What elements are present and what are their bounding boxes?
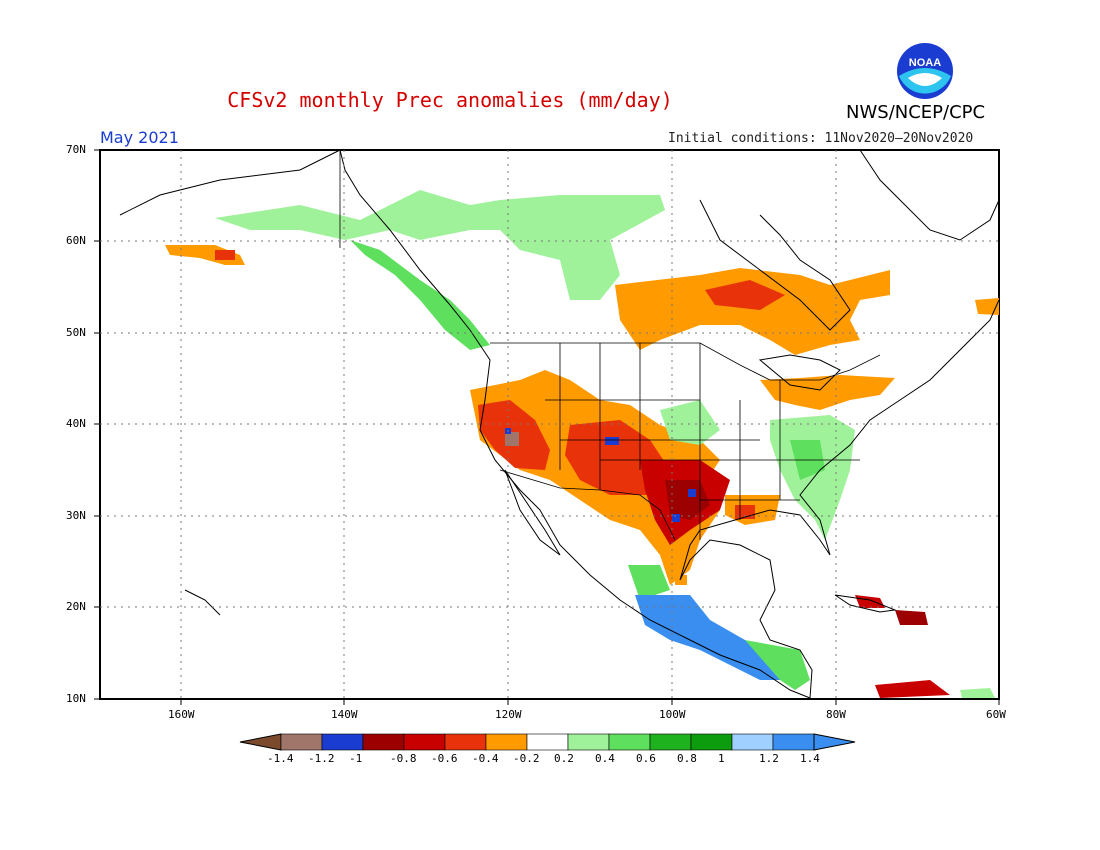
legend-tick-label: 0.4 <box>595 752 615 765</box>
gridlines <box>100 150 999 699</box>
lat-label-50n: 50N <box>66 326 86 339</box>
anomaly-patches <box>165 190 999 698</box>
mexico-west-wet <box>628 565 670 600</box>
legend-tick-label: -0.4 <box>472 752 499 765</box>
legend-swatch <box>485 733 528 751</box>
baja-outline <box>504 469 561 556</box>
bc-coast-wet <box>350 240 490 350</box>
legend-arrow-left <box>239 733 282 751</box>
lat-label-40n: 40N <box>66 417 86 430</box>
legend-tick-label: 0.8 <box>677 752 697 765</box>
legend-tick-label: -0.8 <box>390 752 417 765</box>
initial-conditions: Initial conditions: 11Nov2020—20Nov2020 <box>668 131 974 146</box>
lat-label-30n: 30N <box>66 509 86 522</box>
legend-tick-label: -0.6 <box>431 752 458 765</box>
legend-tick-label: -0.2 <box>513 752 540 765</box>
legend-swatch <box>731 733 774 751</box>
legend-swatches <box>239 733 856 751</box>
us-state-lines <box>545 343 860 540</box>
cuba-outline <box>834 594 897 613</box>
map-title: CFSv2 monthly Prec anomalies (mm/day) <box>227 88 673 112</box>
legend-tick-label: 1.2 <box>759 752 779 765</box>
legend-swatch <box>280 733 323 751</box>
great-lakes <box>758 354 841 391</box>
mexico-wet-region <box>635 595 790 680</box>
noaa-logo-text: NOAA <box>909 57 941 69</box>
texas-blue-speck-1 <box>688 489 696 497</box>
legend-tick-label: 1.4 <box>800 752 820 765</box>
legend-swatch <box>526 733 569 751</box>
hispaniola-dry <box>895 610 928 625</box>
legend-swatch <box>608 733 651 751</box>
venezuela-dry <box>875 680 950 698</box>
southeast-wet-region <box>770 415 855 540</box>
coastlines <box>119 149 1000 699</box>
ca-brown-speck <box>505 432 519 446</box>
lat-label-10n: 10N <box>66 692 86 705</box>
lon-label-100w: 100W <box>659 708 686 721</box>
central-america-wet <box>745 640 810 690</box>
legend-swatch <box>772 733 815 751</box>
texas-blue-speck-2 <box>672 514 680 522</box>
north-america-coast <box>119 149 1000 699</box>
lon-label-80w: 80W <box>826 708 846 721</box>
hudson-bay <box>699 199 851 331</box>
forecast-period: May 2021 <box>100 128 179 147</box>
legend-swatch <box>444 733 487 751</box>
canada-wet-region <box>215 190 665 300</box>
lat-label-70n: 70N <box>66 143 86 156</box>
legend-swatch <box>321 733 364 751</box>
nova-scotia-dry <box>975 298 999 315</box>
utah-blue-speck <box>605 437 619 445</box>
lesser-antilles-wet <box>960 688 995 698</box>
lon-label-140w: 140W <box>331 708 358 721</box>
legend-tick-label: -1.2 <box>308 752 335 765</box>
legend-swatch <box>649 733 692 751</box>
lat-label-20n: 20N <box>66 600 86 613</box>
legend-tick-label: 0.2 <box>554 752 574 765</box>
legend-tick-label: -1 <box>349 752 363 765</box>
legend-tick-label: 0.6 <box>636 752 656 765</box>
lon-label-160w: 160W <box>168 708 195 721</box>
lon-label-60w: 60W <box>986 708 1006 721</box>
lon-label-120w: 120W <box>495 708 522 721</box>
alaska-dry-core <box>215 250 235 260</box>
hawaii <box>184 589 221 616</box>
legend-arrow-right <box>813 733 856 751</box>
central-canada-dry-core <box>705 280 785 310</box>
cuba-dry <box>855 595 885 608</box>
legend-tick-label: 1 <box>718 752 725 765</box>
noaa-logo: NOAA <box>897 43 953 99</box>
mexico-dry-speck <box>675 575 687 585</box>
plains-wet <box>660 400 720 445</box>
great-lakes-dry <box>760 375 895 410</box>
greenland-edge <box>859 149 1000 241</box>
us-canada-border <box>490 342 881 381</box>
tick-marks <box>94 149 1000 705</box>
agency-label: NWS/NCEP/CPC <box>846 102 986 123</box>
legend-swatch <box>690 733 733 751</box>
lat-label-60n: 60N <box>66 234 86 247</box>
borders <box>339 150 881 541</box>
legend-tick-label: -1.4 <box>267 752 294 765</box>
legend-swatch <box>362 733 405 751</box>
texas-extreme-dry <box>665 480 710 520</box>
legend-swatch <box>567 733 610 751</box>
legend-swatch <box>403 733 446 751</box>
us-mexico-border <box>499 469 676 541</box>
